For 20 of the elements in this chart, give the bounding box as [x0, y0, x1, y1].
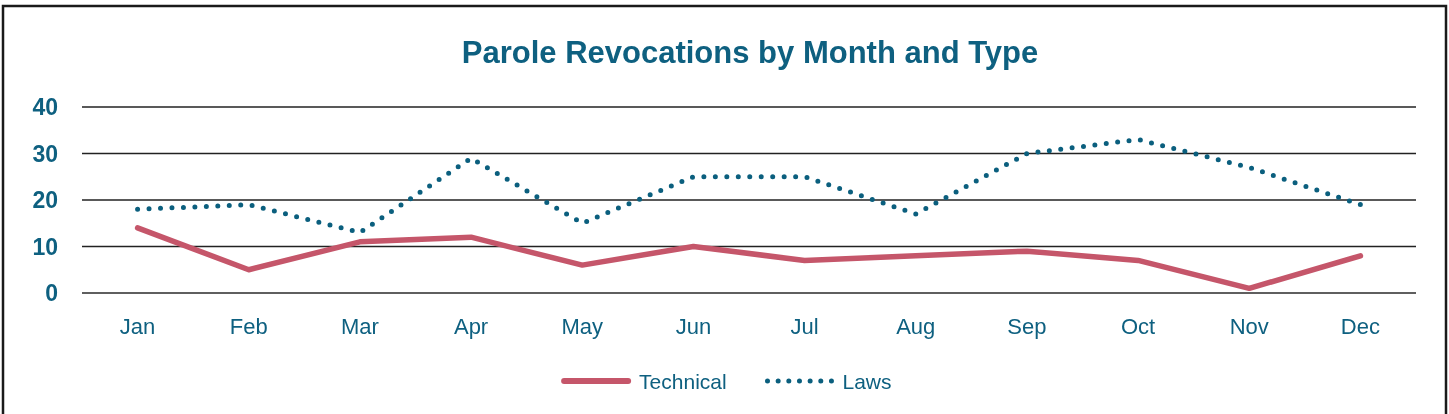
x-tick-label: Oct	[1120, 314, 1156, 339]
legend-label: Laws	[842, 369, 892, 393]
y-tick-label: 10	[32, 233, 58, 260]
x-tick-label: May	[561, 314, 604, 339]
y-tick-label: 40	[32, 94, 58, 121]
x-tick-label: Jun	[675, 314, 712, 339]
x-tick-label: Aug	[896, 314, 936, 339]
x-tick-label: Nov	[1229, 314, 1269, 339]
x-tick-label: Mar	[340, 314, 379, 339]
x-tick-label: Jan	[119, 314, 156, 339]
x-tick-label: Dec	[1340, 314, 1380, 339]
y-tick-label: 20	[32, 187, 58, 214]
x-tick-label: Sep	[1007, 314, 1047, 339]
y-tick-label: 30	[32, 140, 58, 167]
y-tick-label: 0	[45, 280, 58, 307]
x-tick-label: Apr	[453, 314, 489, 339]
chart-title: Parole Revocations by Month and Type	[461, 35, 1039, 70]
legend-label: Technical	[639, 369, 727, 393]
x-tick-label: Feb	[229, 314, 268, 339]
x-tick-label: Jul	[790, 314, 819, 339]
